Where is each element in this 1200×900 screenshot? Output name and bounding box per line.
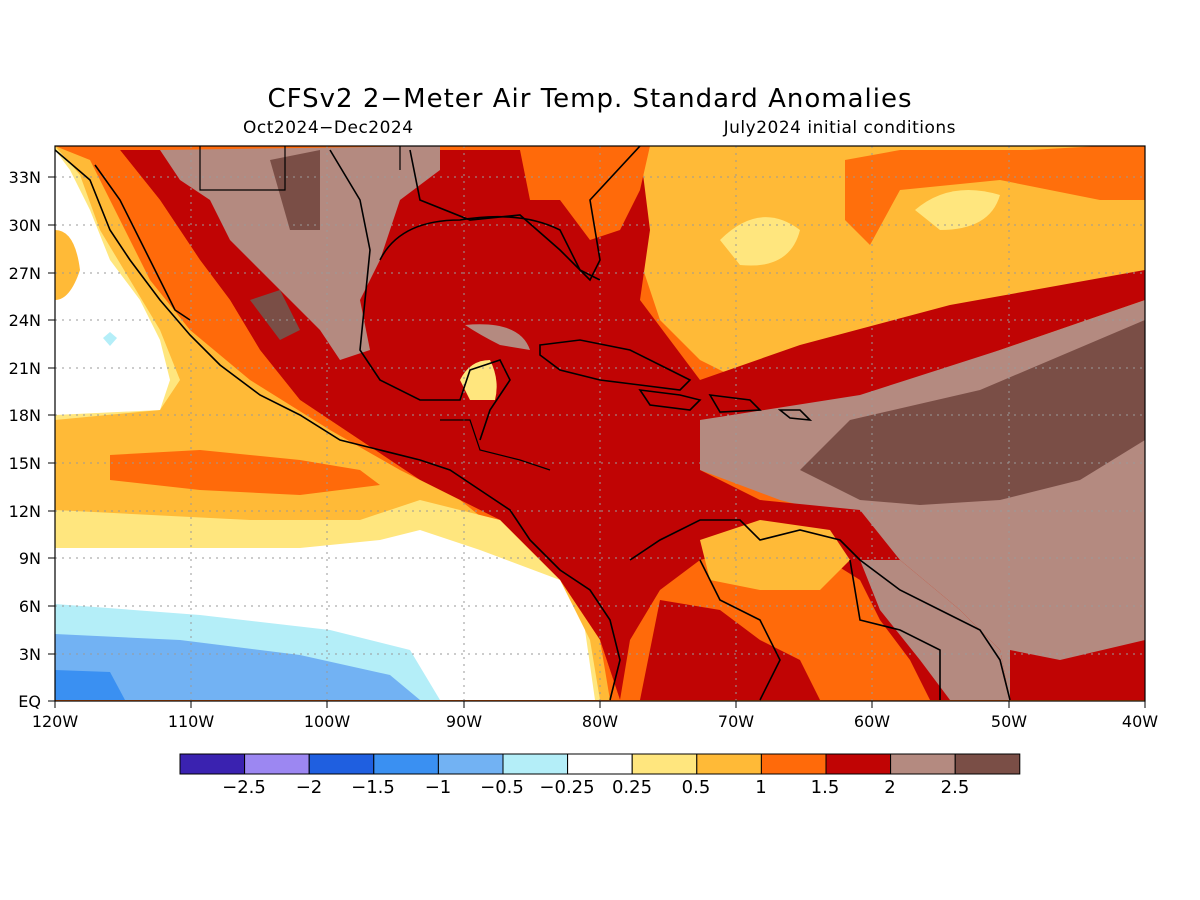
colorbar-label: −0.5 bbox=[480, 777, 524, 798]
field-atlantic-band bbox=[640, 146, 1145, 380]
lat-label: 9N bbox=[19, 549, 41, 568]
borders bbox=[199, 146, 551, 471]
field-pacific-white-north bbox=[55, 150, 170, 415]
lon-label: 60W bbox=[854, 712, 890, 731]
colorbar-swatch bbox=[954, 753, 1021, 775]
colorbar-swatch bbox=[308, 753, 375, 775]
lat-label: 6N bbox=[19, 597, 41, 616]
field-mexico-dark-brown-1 bbox=[250, 290, 300, 340]
lat-label: 33N bbox=[9, 168, 41, 187]
initial-conditions: July2024 initial conditions bbox=[723, 118, 956, 138]
lon-label: 90W bbox=[446, 712, 482, 731]
field-atlantic-dark-brown bbox=[800, 320, 1145, 505]
field-atlantic-orange bbox=[845, 146, 1145, 245]
lat-label: 12N bbox=[9, 502, 41, 521]
lon-label: 80W bbox=[582, 712, 618, 731]
tick-marks bbox=[48, 176, 1146, 708]
colorbar-swatch bbox=[631, 753, 698, 775]
field-mexico-brown bbox=[160, 146, 440, 360]
colorbar-label: 2.5 bbox=[941, 777, 970, 798]
lon-label: 100W bbox=[304, 712, 351, 731]
colorbar-label: 2 bbox=[884, 777, 895, 798]
lon-label: 70W bbox=[718, 712, 754, 731]
colorbar-swatch bbox=[825, 753, 892, 775]
colorbar bbox=[179, 753, 1021, 775]
field-s-america-red bbox=[640, 600, 820, 700]
field-atlantic-yellow-2 bbox=[915, 190, 1000, 230]
lon-label: 40W bbox=[1122, 712, 1158, 731]
colorbar-label: 0.5 bbox=[682, 777, 711, 798]
colorbar-label: −2 bbox=[296, 777, 323, 798]
colorbar-label: −0.25 bbox=[539, 777, 594, 798]
field-s-america-light bbox=[700, 520, 850, 590]
field-guiana-brown bbox=[860, 560, 1010, 700]
field-pacific-orange-tongue bbox=[110, 450, 380, 495]
colorbar-swatch bbox=[437, 753, 504, 775]
colorbar-swatch bbox=[760, 753, 827, 775]
colorbar-label: 0.25 bbox=[612, 777, 652, 798]
lat-label: 18N bbox=[9, 406, 41, 425]
map-title: CFSv2 2−Meter Air Temp. Standard Anomali… bbox=[267, 84, 913, 114]
lon-label: 110W bbox=[168, 712, 215, 731]
colorbar-swatch bbox=[179, 753, 246, 775]
lat-label: 24N bbox=[9, 311, 41, 330]
colorbar-label: −2.5 bbox=[222, 777, 266, 798]
lat-label: 3N bbox=[19, 645, 41, 664]
lat-label: 15N bbox=[9, 454, 41, 473]
colorbar-label: −1 bbox=[425, 777, 452, 798]
field-se-atlantic-red bbox=[1010, 640, 1145, 700]
forecast-period: Oct2024−Dec2024 bbox=[243, 118, 414, 138]
colorbar-labels: −2.5 −2 −1.5 −1 −0.5 −0.25 0.25 0.5 1 1.… bbox=[222, 777, 969, 798]
colorbar-label: 1 bbox=[755, 777, 766, 798]
colorbar-label: −1.5 bbox=[351, 777, 395, 798]
colorbar-swatch bbox=[502, 753, 569, 775]
lon-labels: 120W 110W 100W 90W 80W 70W 60W 50W 40W bbox=[32, 712, 1158, 731]
colorbar-label: 1.5 bbox=[811, 777, 840, 798]
lon-label: 120W bbox=[32, 712, 79, 731]
field-blue-dark bbox=[55, 670, 125, 700]
field-blue-mid bbox=[55, 634, 420, 700]
field-atlantic-yellow-1 bbox=[720, 217, 800, 266]
lat-labels: 33N 30N 27N 24N 21N 18N 15N 12N 9N 6N 3N… bbox=[9, 168, 41, 711]
field-caribbean-brown-patch bbox=[465, 324, 530, 350]
lat-label: EQ bbox=[18, 692, 41, 711]
colorbar-swatch bbox=[696, 753, 762, 775]
coastlines bbox=[55, 146, 1011, 701]
lon-label: 50W bbox=[991, 712, 1027, 731]
field-mexico-dark-brown-2 bbox=[270, 150, 320, 230]
colorbar-swatch bbox=[244, 753, 310, 775]
field-pacific-orange-patch bbox=[55, 230, 80, 300]
lat-label: 27N bbox=[9, 264, 41, 283]
lat-label: 30N bbox=[9, 216, 41, 235]
map-plot-area bbox=[55, 146, 1145, 701]
field-blue-spot bbox=[103, 332, 117, 346]
colorbar-swatch bbox=[890, 753, 956, 775]
field-atlantic-red-band bbox=[700, 270, 1145, 420]
colorbar-swatch bbox=[373, 753, 439, 775]
colorbar-swatch bbox=[567, 753, 633, 775]
lat-label: 21N bbox=[9, 359, 41, 378]
